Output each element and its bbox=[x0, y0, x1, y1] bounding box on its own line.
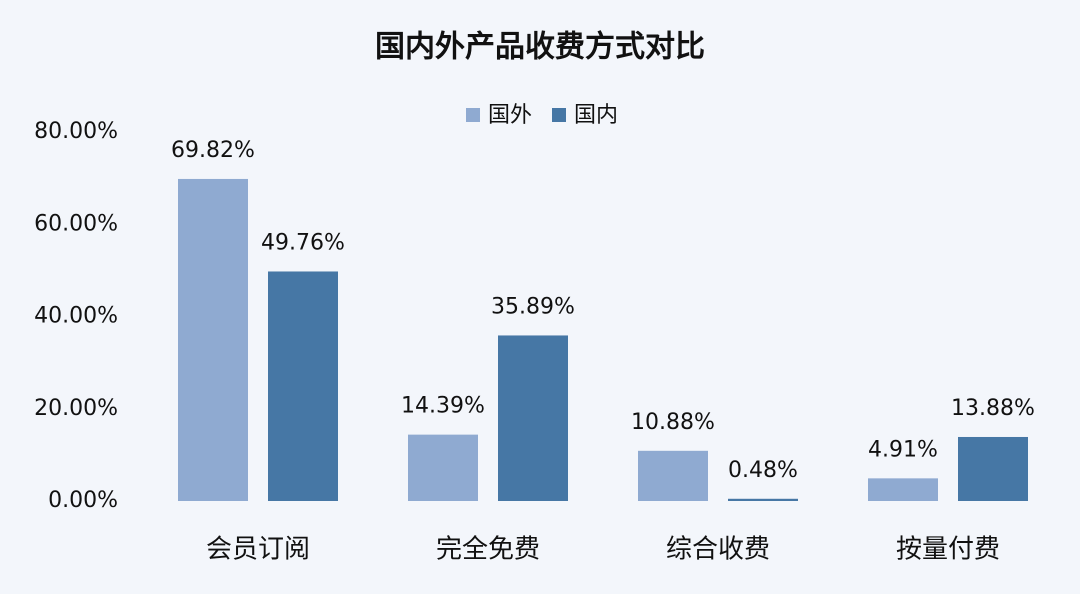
value-label: 10.88% bbox=[631, 410, 715, 435]
x-tick-label: 按量付费 bbox=[896, 535, 1000, 565]
legend-swatch bbox=[466, 108, 480, 122]
value-label: 49.76% bbox=[261, 230, 345, 255]
value-label: 35.89% bbox=[491, 294, 575, 319]
value-label: 0.48% bbox=[728, 458, 798, 483]
bar bbox=[728, 498, 798, 501]
y-tick-label: 20.00% bbox=[34, 396, 118, 421]
bar bbox=[498, 335, 568, 501]
x-tick-label: 完全免费 bbox=[436, 535, 540, 565]
value-label: 69.82% bbox=[171, 138, 255, 163]
bar bbox=[958, 436, 1028, 501]
legend-label: 国外 bbox=[488, 103, 532, 128]
bar bbox=[178, 178, 248, 501]
y-tick-label: 40.00% bbox=[34, 304, 118, 329]
value-label: 13.88% bbox=[951, 396, 1035, 421]
bar bbox=[638, 450, 708, 501]
value-label: 14.39% bbox=[401, 394, 485, 419]
bar bbox=[868, 478, 938, 501]
y-tick-label: 0.00% bbox=[48, 488, 118, 513]
legend-label: 国内 bbox=[574, 103, 618, 128]
y-tick-label: 80.00% bbox=[34, 119, 118, 144]
y-tick-label: 60.00% bbox=[34, 211, 118, 236]
bar bbox=[408, 434, 478, 501]
x-tick-label: 综合收费 bbox=[666, 535, 770, 565]
bar bbox=[268, 271, 338, 501]
x-tick-label: 会员订阅 bbox=[206, 535, 310, 565]
chart-title: 国内外产品收费方式对比 bbox=[375, 30, 705, 65]
value-label: 4.91% bbox=[868, 437, 938, 462]
legend-swatch bbox=[552, 108, 566, 122]
